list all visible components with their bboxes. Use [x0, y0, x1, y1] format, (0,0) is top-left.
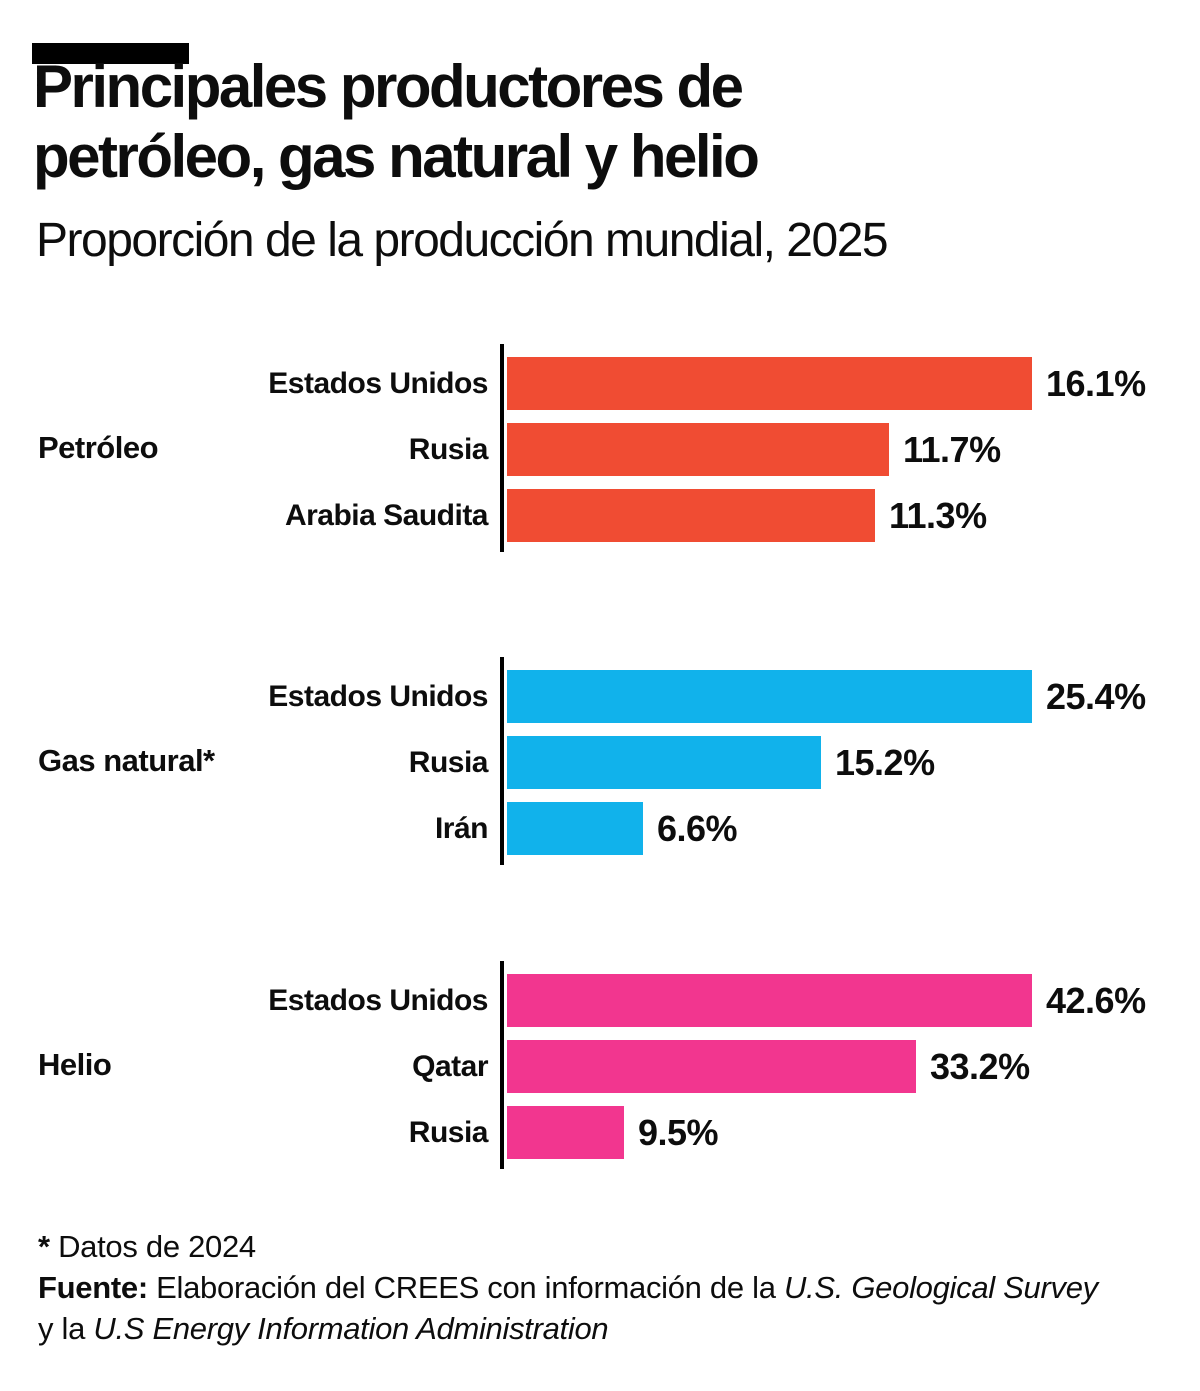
- source-line-1: Fuente: Elaboración del CREES con inform…: [38, 1267, 1098, 1308]
- value-bar: [507, 802, 643, 855]
- chart-group-gas-natural: Gas natural* Estados Unidos 25.4% Rusia …: [0, 657, 1200, 865]
- footnote-text: Datos de 2024: [49, 1229, 256, 1264]
- value-bar: [507, 489, 875, 542]
- value-label: 16.1%: [1046, 362, 1146, 404]
- axis-line: [500, 344, 504, 552]
- chart-title: Principales productores de petróleo, gas …: [33, 52, 760, 192]
- source-line-2-prefix: y la: [38, 1311, 94, 1346]
- source-label: Fuente:: [38, 1270, 148, 1305]
- group-label-petroleo: Petróleo: [38, 430, 159, 465]
- value-bar: [507, 357, 1032, 410]
- bar-row: Estados Unidos 25.4%: [0, 670, 1200, 723]
- value-label: 42.6%: [1046, 979, 1146, 1021]
- axis-line: [500, 657, 504, 865]
- bar-row: Estados Unidos 42.6%: [0, 974, 1200, 1027]
- chart-subtitle: Proporción de la producción mundial, 202…: [36, 214, 889, 267]
- category-label: Estados Unidos: [268, 983, 488, 1017]
- category-label: Rusia: [408, 745, 489, 779]
- bar-row: Rusia 11.7%: [0, 423, 1200, 476]
- chart-group-petroleo: Petróleo Estados Unidos 16.1% Rusia 11.7…: [0, 344, 1200, 552]
- category-label: Qatar: [412, 1049, 488, 1083]
- bar-row: Rusia 15.2%: [0, 736, 1200, 789]
- value-label: 33.2%: [930, 1045, 1030, 1087]
- source-text: Elaboración del CREES con información de…: [147, 1270, 784, 1305]
- bar-rows: Estados Unidos 42.6% Qatar 33.2% Rusia 9…: [0, 974, 1200, 1159]
- source-line-2: y la U.S Energy Information Administrati…: [38, 1308, 1098, 1349]
- value-label: 11.3%: [889, 494, 987, 536]
- group-label-gas-natural: Gas natural*: [38, 743, 215, 778]
- footnote-star: *: [38, 1229, 50, 1264]
- source-name-usgs: U.S. Geological Survey: [783, 1270, 1098, 1305]
- axis-line: [500, 961, 504, 1169]
- value-label: 6.6%: [657, 807, 738, 849]
- value-bar: [507, 974, 1032, 1027]
- value-label: 25.4%: [1046, 675, 1146, 717]
- kicker-bar: [32, 43, 189, 64]
- bar-row: Irán 6.6%: [0, 802, 1200, 855]
- value-bar: [507, 1040, 916, 1093]
- value-bar: [507, 423, 889, 476]
- title-line-1: Principales productores de: [33, 53, 744, 120]
- bar-row: Rusia 9.5%: [0, 1106, 1200, 1159]
- footer: * Datos de 2024 Fuente: Elaboración del …: [38, 1226, 1098, 1349]
- value-label: 9.5%: [638, 1111, 719, 1153]
- chart-group-helio: Helio Estados Unidos 42.6% Qatar 33.2% R…: [0, 961, 1200, 1169]
- bar-rows: Estados Unidos 16.1% Rusia 11.7% Arabia …: [0, 357, 1200, 542]
- category-label: Rusia: [408, 432, 489, 466]
- value-bar: [507, 670, 1032, 723]
- bar-rows: Estados Unidos 25.4% Rusia 15.2% Irán 6.…: [0, 670, 1200, 855]
- value-label: 11.7%: [903, 428, 1001, 470]
- category-label: Estados Unidos: [268, 366, 488, 400]
- category-label: Estados Unidos: [268, 679, 488, 713]
- bar-row: Estados Unidos 16.1%: [0, 357, 1200, 410]
- title-line-2: petróleo, gas natural y helio: [33, 123, 760, 190]
- group-label-helio: Helio: [38, 1047, 112, 1082]
- source-name-eia: U.S Energy Information Administration: [93, 1311, 609, 1346]
- bar-row: Arabia Saudita 11.3%: [0, 489, 1200, 542]
- value-bar: [507, 1106, 624, 1159]
- category-label: Irán: [434, 811, 489, 845]
- category-label: Arabia Saudita: [284, 498, 489, 532]
- category-label: Rusia: [408, 1115, 489, 1149]
- value-label: 15.2%: [835, 741, 935, 783]
- footnote: * Datos de 2024: [38, 1226, 1098, 1267]
- value-bar: [507, 736, 821, 789]
- bar-row: Qatar 33.2%: [0, 1040, 1200, 1093]
